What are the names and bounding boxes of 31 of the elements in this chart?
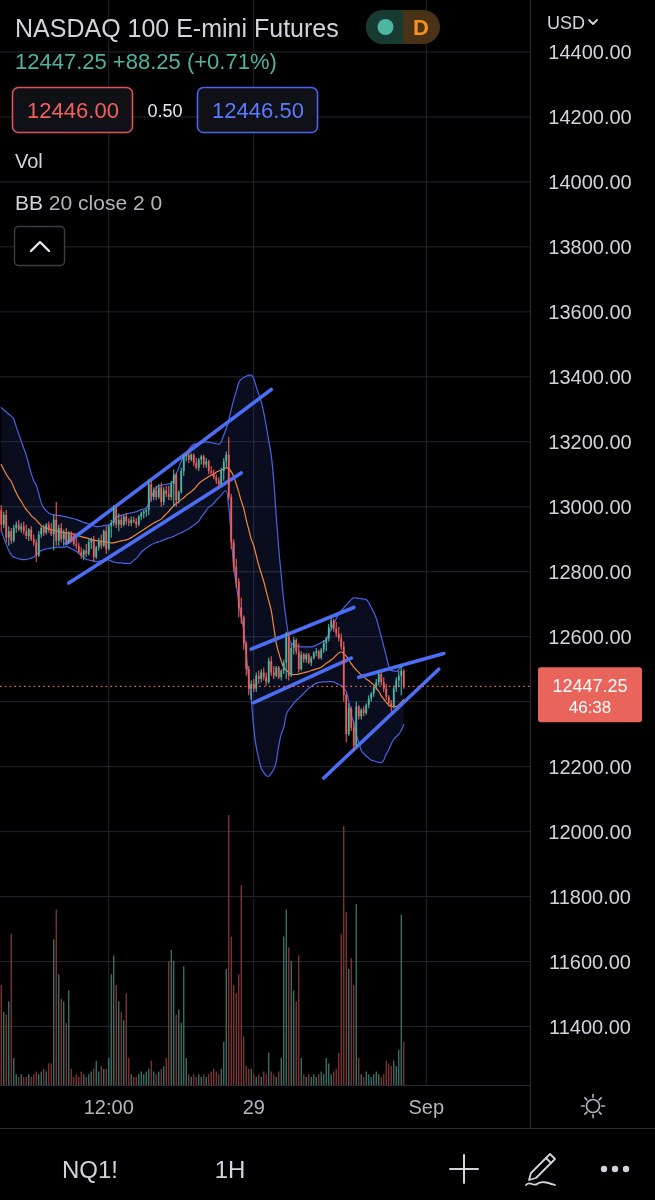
y-tick-label: 14200.00 xyxy=(548,105,632,128)
ref-line-label: 12447.25 xyxy=(552,676,628,697)
x-tick-label: 12:00 xyxy=(83,1096,134,1118)
y-tick-label: 13400.00 xyxy=(548,365,632,388)
text: 12447.25 +88.25 (+0.71%) xyxy=(15,49,277,74)
text: 46:38 xyxy=(568,698,612,717)
annotation: Vol xyxy=(15,150,43,172)
y-tick-label: 14000.00 xyxy=(548,170,632,193)
annotation: 12446.00 xyxy=(27,98,119,123)
y-tick-label: 12600.00 xyxy=(548,625,632,648)
y-tick-label: 12200.00 xyxy=(548,755,632,778)
y-tick-label: 14400.00 xyxy=(548,40,632,63)
annotation: 0.50 xyxy=(147,101,183,121)
y-tick-label: 11600.00 xyxy=(549,950,631,973)
y-tick-label: 13200.00 xyxy=(548,430,632,453)
y-tick-label: 13000.00 xyxy=(548,495,632,518)
y-tick-label: 12800.00 xyxy=(548,560,632,583)
x-tick-label: Sep xyxy=(408,1096,445,1118)
y-tick-label: 12000.00 xyxy=(548,820,632,843)
text: NASDAQ 100 E-mini Futures xyxy=(15,14,339,42)
annotation: D xyxy=(413,15,429,40)
y-tick-label: 13600.00 xyxy=(548,300,632,323)
annotation: 12446.50 xyxy=(212,98,304,123)
text: USD xyxy=(547,13,586,33)
x-tick-label: 29 xyxy=(242,1096,265,1118)
text: NQ1! xyxy=(62,1156,119,1183)
text: 1H xyxy=(214,1156,246,1183)
annotation: BB 20 close 2 0 xyxy=(15,191,163,214)
y-tick-label: 11800.00 xyxy=(549,885,631,908)
y-tick-label: 11400.00 xyxy=(549,1015,631,1038)
y-tick-label: 13800.00 xyxy=(548,235,632,258)
